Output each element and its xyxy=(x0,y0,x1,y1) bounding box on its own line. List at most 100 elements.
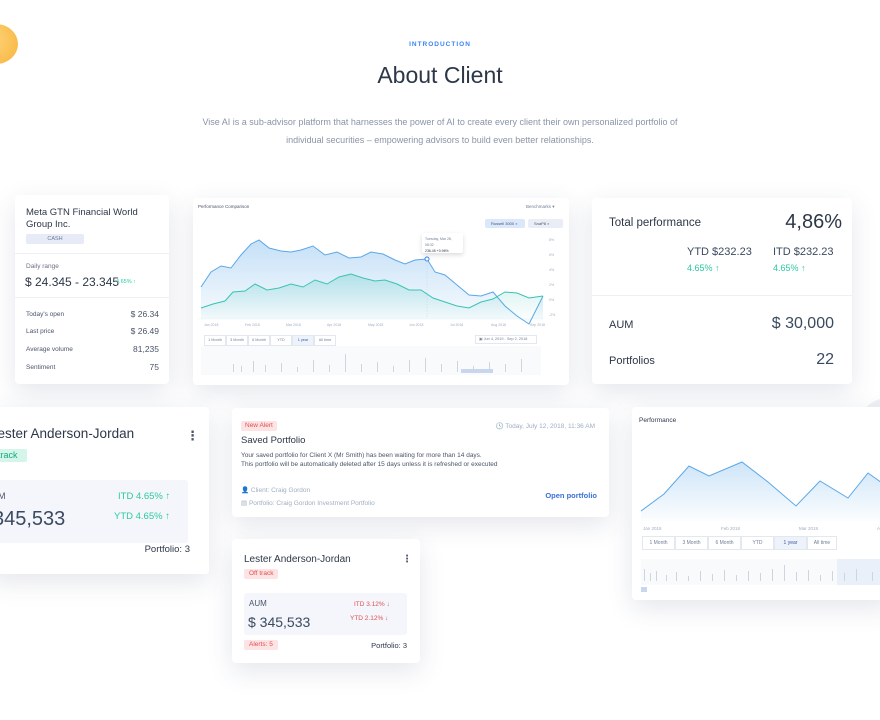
alert-body-line: Your saved portfolio for Client X (Mr Sm… xyxy=(241,452,482,459)
x-tick: Apr 2018 xyxy=(327,323,342,327)
navigator-handle[interactable] xyxy=(641,587,647,592)
decorative-orange-circle xyxy=(0,24,18,64)
hover-point[interactable] xyxy=(424,256,430,262)
performance-area xyxy=(641,462,880,521)
stat-row-last-price: Last price $ 26.49 xyxy=(26,326,159,336)
stock-card: Meta GTN Financial World Group Inc. CASH… xyxy=(15,195,169,384)
range-3-month[interactable]: 3 Month xyxy=(675,536,708,550)
ytd-value: YTD $232.23 xyxy=(687,246,752,258)
stock-badge: CASH xyxy=(26,234,84,244)
alert-body-line: This portfolio will be automatically del… xyxy=(241,461,498,468)
date-range-text: Jun 4, 2019 - Sep 2, 2018 xyxy=(483,337,528,341)
range-1-year[interactable]: 1 year xyxy=(774,536,807,550)
stat-row-open: Today's open $ 26.34 xyxy=(26,309,159,319)
date-range-picker[interactable]: ▣ Jun 4, 2019 - Sep 2, 2018 xyxy=(475,335,537,344)
y-tick: 0% xyxy=(549,298,555,302)
range-1-month[interactable]: 1 Month xyxy=(642,536,675,550)
volume-bars xyxy=(233,354,522,372)
portfolios-label: Portfolios xyxy=(609,355,655,367)
range-selector: 1 Month 3 Month 6 Month YTD 1 year All t… xyxy=(204,335,336,346)
client-name: Lester Anderson-Jordan xyxy=(244,554,351,565)
portfolios-value: 22 xyxy=(816,351,834,368)
stat-row-sentiment: Sentiment 75 xyxy=(26,362,159,372)
itd-change: ITD 4.65% ↑ xyxy=(118,491,171,502)
y-tick: 4% xyxy=(549,268,555,272)
y-tick: 8% xyxy=(549,238,555,242)
divider xyxy=(15,253,169,254)
ytd-change: YTD 4.65% ↑ xyxy=(114,511,170,522)
user-icon: 👤 xyxy=(241,487,251,494)
range-selector: 1 Month 3 Month 6 Month YTD 1 year All t… xyxy=(642,536,837,550)
aum-value: $ 345,533 xyxy=(248,614,311,630)
aum-value: 345,533 xyxy=(0,508,66,530)
client-card-small[interactable]: Lester Anderson-Jordan ⋮ Off track AUM $… xyxy=(232,539,420,663)
chart-title: Performance xyxy=(639,417,677,424)
section-eyebrow: INTRODUCTION xyxy=(409,41,471,48)
stat-value: 81,235 xyxy=(133,344,159,354)
stat-row-volume: Average volume 81,235 xyxy=(26,344,159,354)
range-6-month[interactable]: 6 Month xyxy=(248,335,270,346)
stock-name: Meta GTN Financial World Group Inc. xyxy=(26,207,138,230)
x-tick: Feb 2018 xyxy=(245,323,260,327)
divider xyxy=(15,297,169,298)
chart-title: Performance Comparison xyxy=(198,204,250,209)
alert-client: 👤 Client: Craig Gordon xyxy=(241,486,310,494)
x-tick: Jan 2018 xyxy=(643,526,662,531)
range-1-year[interactable]: 1 year xyxy=(292,335,314,346)
client-card-large[interactable]: Lester Anderson-Jordan ⋮ track M 345,533… xyxy=(0,407,209,574)
y-tick: -2% xyxy=(549,313,556,317)
open-portfolio-link[interactable]: Open portfolio xyxy=(545,491,597,500)
range-6-month[interactable]: 6 Month xyxy=(708,536,741,550)
stat-value: 75 xyxy=(149,362,159,372)
more-options-icon[interactable]: ⋮ xyxy=(186,428,199,443)
alert-title: Saved Portfolio xyxy=(241,435,306,446)
alert-card: New Alert 🕓 Today, July 12, 2018, 11:36 … xyxy=(232,408,609,517)
navigator-window[interactable] xyxy=(837,559,880,585)
performance-comparison-card: Performance Comparison Benchmarks ▾ Russ… xyxy=(193,198,569,385)
alert-body: Your saved portfolio for Client X (Mr Sm… xyxy=(241,451,591,469)
stat-label: Sentiment xyxy=(26,364,56,371)
benchmark-tag-snap[interactable]: SnaP8 × xyxy=(528,219,563,228)
total-performance-card: Total performance 4,86% YTD $232.23 ITD … xyxy=(592,198,852,384)
benchmark-tag-russell[interactable]: Russell 3000 × xyxy=(485,219,525,228)
range-all-time[interactable]: All time xyxy=(807,536,837,550)
more-options-icon[interactable]: ⋮ xyxy=(402,554,412,565)
comparison-chart-svg xyxy=(198,239,544,375)
itd-change: ITD 3.12% ↓ xyxy=(354,601,390,608)
alert-client-text: Client: Craig Gordon xyxy=(250,487,311,494)
alert-date-text: Today, July 12, 2018, 11:36 AM xyxy=(505,423,595,430)
alert-portfolio-text: Portfolio: Craig Gordon Investment Portf… xyxy=(248,500,375,507)
benchmarks-dropdown[interactable]: Benchmarks ▾ xyxy=(526,204,555,209)
alerts-badge[interactable]: Alerts: 5 xyxy=(244,640,278,650)
x-tick: Feb 2018 xyxy=(721,526,741,531)
range-ytd[interactable]: YTD xyxy=(270,335,292,346)
daily-range-change: 4.65% ↑ xyxy=(116,279,136,285)
status-badge: Off track xyxy=(244,569,279,579)
x-tick: A xyxy=(877,526,880,531)
range-ytd[interactable]: YTD xyxy=(741,536,774,550)
stat-label: Last price xyxy=(26,328,55,335)
x-tick: May 2018 xyxy=(368,323,384,327)
series-a-line xyxy=(200,239,544,325)
range-1-month[interactable]: 1 Month xyxy=(204,335,226,346)
range-3-month[interactable]: 3 Month xyxy=(226,335,248,346)
alert-date: 🕓 Today, July 12, 2018, 11:36 AM xyxy=(495,422,595,430)
x-tick: Jan 2018 xyxy=(204,323,219,327)
tooltip-value: 236.45 +0.96% xyxy=(425,249,449,253)
x-tick: Jun 2018 xyxy=(409,323,424,327)
calendar-icon: ▣ xyxy=(479,337,484,341)
status-badge: track xyxy=(0,449,27,462)
x-tick: Aug 2018 xyxy=(491,323,506,327)
range-all-time[interactable]: All time xyxy=(314,335,336,346)
client-name: Lester Anderson-Jordan xyxy=(0,426,135,441)
itd-value: ITD $232.23 xyxy=(773,246,834,258)
portfolio-count: Portfolio: 3 xyxy=(371,641,407,650)
stat-label: Today's open xyxy=(26,311,65,318)
x-tick: Mar 2018 xyxy=(286,323,301,327)
x-tick: Mar 2018 xyxy=(799,526,819,531)
navigator-handle[interactable] xyxy=(461,369,493,373)
ytd-change: 4.65% ↑ xyxy=(687,263,720,273)
stat-value: $ 26.34 xyxy=(130,309,159,319)
chart-tooltip: Tuesday, Mar 28, 08:32 236.45 +0.96% xyxy=(422,233,463,253)
tooltip-date: Tuesday, Mar 28, 08:32 xyxy=(425,237,452,247)
